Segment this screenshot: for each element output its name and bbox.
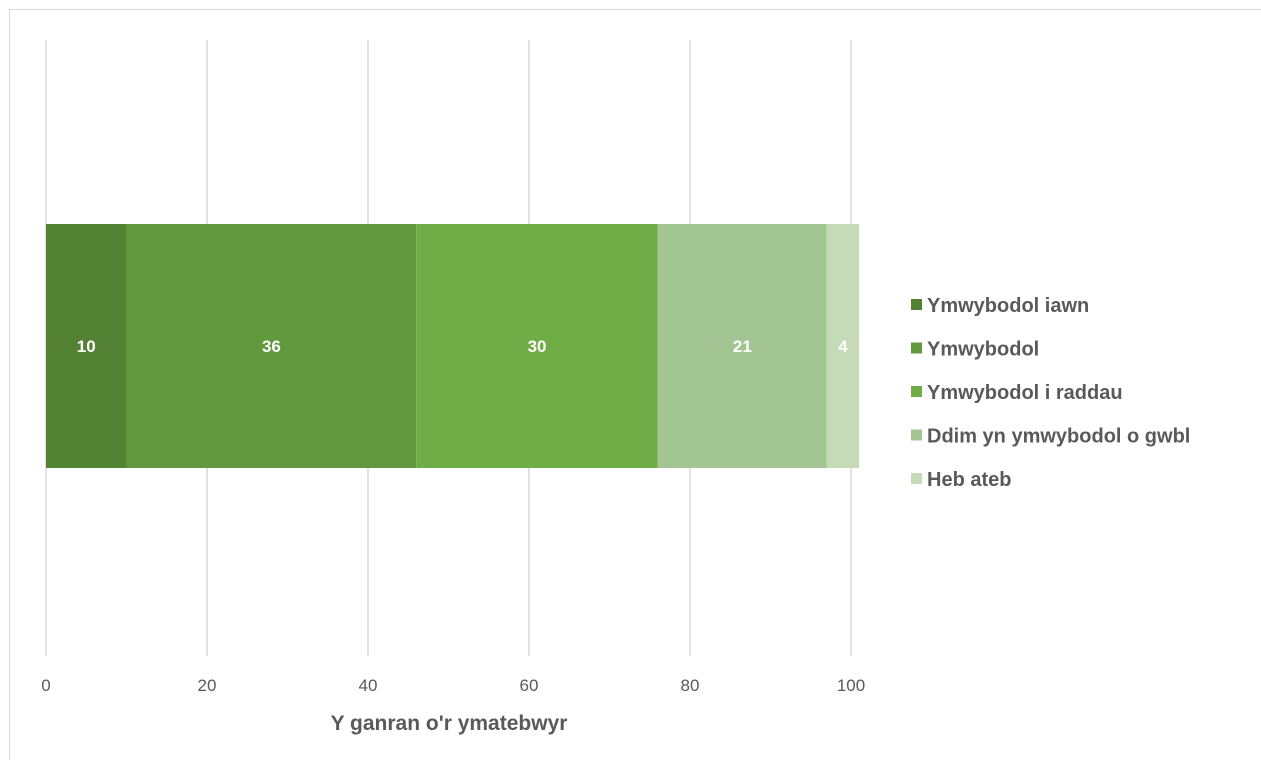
data-label: 21 (733, 337, 752, 356)
legend-swatch (911, 386, 922, 397)
data-labels: 10 36 30 21 4 (77, 337, 848, 356)
bar-segment (416, 224, 658, 468)
legend-label: Heb ateb (927, 469, 1011, 491)
legend-swatch (911, 429, 922, 441)
data-label: 30 (528, 337, 547, 356)
x-axis-ticks: 0 20 40 60 80 100 (41, 676, 865, 695)
bar-segment (657, 224, 827, 468)
legend: Ymwybodol iawn Ymwybodol Ymwybodol i radda… (911, 295, 1190, 491)
bar-segment (46, 224, 127, 468)
legend-label: Ymwybodol iawn (927, 295, 1089, 317)
data-label: 36 (262, 337, 281, 356)
bar-segment (826, 224, 860, 468)
bar-segments (46, 224, 860, 468)
x-tick-label: 20 (198, 676, 217, 695)
data-label: 4 (838, 337, 848, 356)
x-tick-label: 40 (359, 676, 378, 695)
chart-frame (9, 9, 1261, 760)
bar-segment (126, 224, 417, 468)
legend-label: Ymwybodol (927, 339, 1039, 361)
x-axis-title: Y ganran o'r ymatebwyr (331, 712, 568, 735)
legend-label: Ymwybodol i raddau (927, 382, 1123, 404)
x-tick-label: 80 (681, 676, 700, 695)
x-tick-label: 60 (520, 676, 539, 695)
legend-swatch (911, 342, 922, 354)
data-label: 10 (77, 337, 96, 356)
x-tick-label: 0 (41, 676, 50, 695)
x-tick-label: 100 (837, 676, 865, 695)
legend-swatch (911, 299, 922, 310)
legend-swatch (911, 473, 922, 484)
legend-label: Ddim yn ymwybodol o gwbl (927, 426, 1190, 448)
